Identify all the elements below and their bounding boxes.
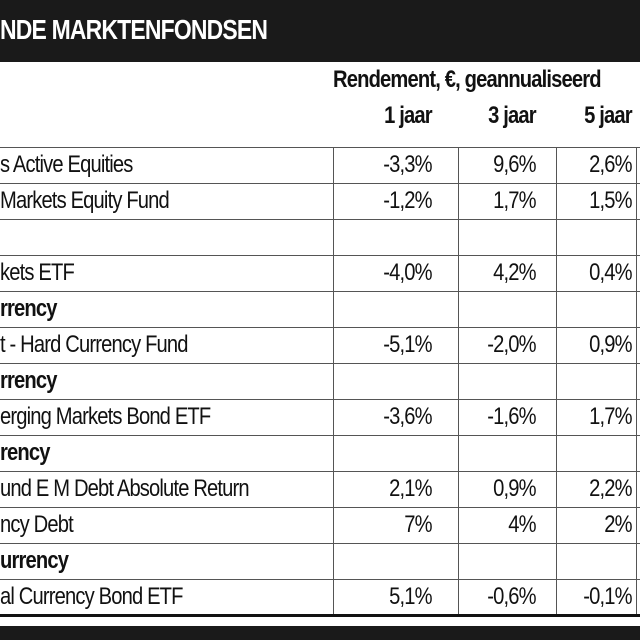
row-line	[0, 363, 640, 364]
cell: 2,2%	[589, 475, 632, 502]
cell: -1,2%	[383, 187, 433, 214]
row-label: Markets Equity Fund	[0, 187, 170, 214]
cell: 1,7%	[493, 187, 536, 214]
cell: 1,5%	[589, 187, 632, 214]
row-label: t - Hard Currency Fund	[0, 331, 189, 358]
section-label: rency	[0, 439, 50, 466]
column-header: 3 jaar	[488, 102, 536, 129]
cell: 2,1%	[389, 475, 432, 502]
row-line	[0, 399, 640, 400]
cell: 9,6%	[493, 151, 536, 178]
column-header: 5 jaar	[584, 102, 632, 129]
section-label: rrency	[0, 367, 57, 394]
cell: 0,9%	[589, 331, 632, 358]
row-label: s Active Equities	[0, 151, 133, 178]
col-sep	[636, 147, 637, 614]
cell: -0,1%	[583, 583, 633, 610]
row-label: al Currency Bond ETF	[0, 583, 183, 610]
section-label: rrency	[0, 295, 57, 322]
cell: -3,6%	[383, 403, 433, 430]
cell: 5,1%	[389, 583, 432, 610]
col-sep	[556, 147, 557, 614]
column-group: Rendement, €, geannualiseerd	[333, 66, 602, 93]
row-label: und E M Debt Absolute Return	[0, 475, 250, 502]
row-label: erging Markets Bond ETF	[0, 403, 211, 430]
row-line	[0, 183, 640, 184]
section-label: urrency	[0, 547, 69, 574]
cell: 7%	[404, 511, 433, 538]
title: NDE MARKTENFONDSEN	[0, 14, 268, 45]
row-line	[0, 471, 640, 472]
row-line	[0, 435, 640, 436]
row-line	[0, 255, 640, 256]
column-header: 1 jaar	[384, 102, 432, 129]
footer-bar	[0, 626, 640, 640]
row-label: kets ETF	[0, 259, 75, 286]
row-line	[0, 327, 640, 328]
row-line	[0, 579, 640, 580]
row-line	[0, 543, 640, 544]
row-line	[0, 147, 640, 148]
cell: 0,9%	[493, 475, 536, 502]
cell: 4,2%	[493, 259, 536, 286]
cell: 2,6%	[589, 151, 632, 178]
cell: -1,6%	[487, 403, 537, 430]
header-bar	[0, 0, 640, 62]
col-sep	[333, 147, 334, 614]
cell: -0,6%	[487, 583, 537, 610]
row-line	[0, 291, 640, 292]
cell: 0,4%	[589, 259, 632, 286]
cell: -5,1%	[383, 331, 433, 358]
row-label: ncy Debt	[0, 511, 74, 538]
cell: -3,3%	[383, 151, 433, 178]
row-line	[0, 507, 640, 508]
cell: -4,0%	[383, 259, 433, 286]
col-sep	[458, 147, 459, 614]
cell: 1,7%	[589, 403, 632, 430]
rule	[0, 614, 640, 617]
cell: 4%	[508, 511, 537, 538]
cell: -2,0%	[487, 331, 537, 358]
cell: 2%	[604, 511, 633, 538]
row-line	[0, 219, 640, 220]
